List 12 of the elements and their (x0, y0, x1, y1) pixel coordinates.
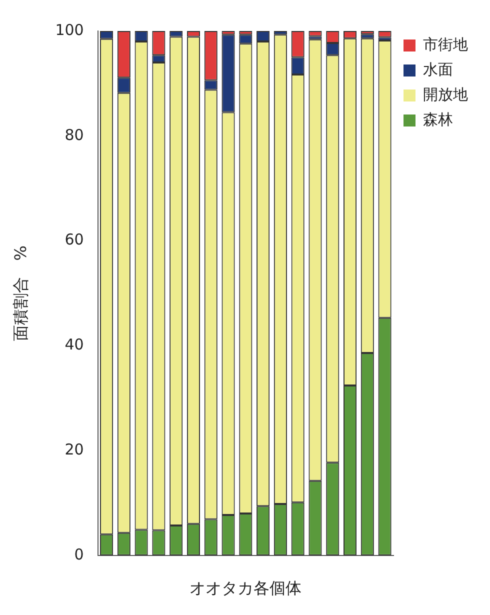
y-tick-label: 0 (74, 545, 84, 564)
y-axis-title: 面積割合 % (10, 246, 30, 341)
x-axis-title: オオタカ各個体 (190, 578, 302, 598)
y-tick-label: 40 (64, 336, 84, 354)
legend-label: 水面 (423, 60, 453, 78)
y-tick-label: 80 (64, 126, 84, 144)
legend-label: 開放地 (423, 85, 468, 104)
y-tick-label: 60 (64, 230, 84, 249)
legend-label: 森林 (423, 110, 453, 128)
legend-label: 市街地 (423, 35, 468, 54)
y-tick-label: 20 (64, 440, 84, 458)
y-tick-label: 100 (55, 20, 84, 39)
